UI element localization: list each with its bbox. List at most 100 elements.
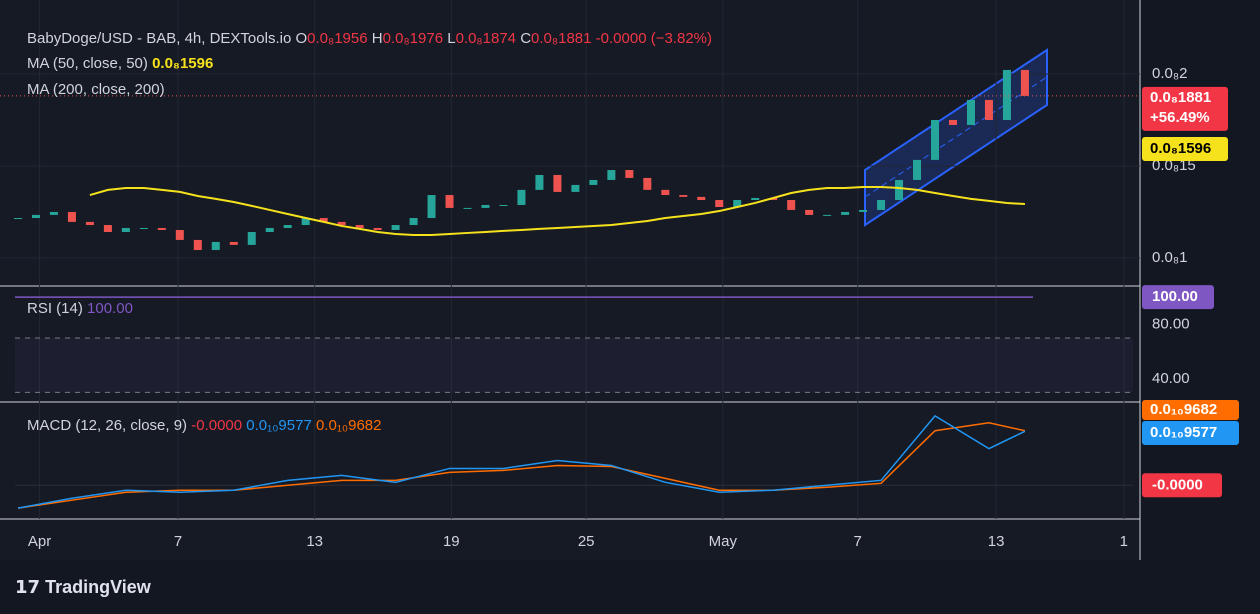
plot-background	[0, 0, 1140, 560]
candle	[517, 189, 526, 205]
rsi-tick-label: 40.00	[1152, 370, 1190, 387]
candle	[391, 225, 400, 230]
legend-signal: 0.0₁₀9682	[316, 417, 382, 434]
candle	[553, 174, 562, 192]
rsi-badge	[1142, 285, 1214, 310]
ohlc-label: H	[372, 30, 383, 47]
channel-mid	[864, 76, 1048, 198]
x-tick-label: 25	[578, 533, 595, 550]
ohlc-label: O	[295, 30, 307, 47]
candle	[589, 179, 598, 185]
candle	[247, 232, 256, 245]
candle	[643, 177, 652, 190]
candle	[787, 200, 796, 210]
hist-badge	[1142, 473, 1222, 498]
ma-badge	[1142, 137, 1228, 161]
candle	[337, 221, 346, 226]
macd-line	[17, 414, 1026, 509]
candle	[823, 214, 832, 216]
candle	[607, 170, 616, 180]
candle	[966, 99, 975, 125]
legend-ma200: MA (200, close, 200)	[27, 81, 165, 98]
x-tick-label: 1	[1120, 533, 1128, 550]
legend-value: 0.0₈1596	[152, 55, 213, 72]
price-badge-change: +56.49%	[1150, 109, 1210, 126]
rsi-band	[15, 337, 1133, 393]
x-tick-label: 19	[443, 533, 460, 550]
candle	[751, 197, 760, 201]
candle	[31, 214, 40, 219]
candle	[895, 179, 904, 201]
candle	[319, 218, 328, 222]
candle	[877, 200, 886, 210]
hist-badge-value: -0.0000	[1152, 476, 1203, 493]
rsi-tick-label: 80.00	[1152, 315, 1190, 332]
signal-badge	[1142, 400, 1239, 420]
candle	[913, 159, 922, 180]
candle	[229, 241, 238, 245]
brand-name: TradingView	[45, 577, 152, 597]
candle	[355, 225, 364, 228]
candle	[625, 170, 634, 178]
candle	[121, 227, 130, 233]
brand-logo: 𝟭𝟳 TradingView	[15, 577, 152, 597]
y-tick-label: 0.0₈2	[1152, 65, 1187, 82]
candle	[193, 239, 202, 251]
ohlc-value: 0.0₈1874	[456, 30, 516, 47]
candle	[211, 241, 220, 251]
legend-hist: -0.0000	[191, 417, 242, 434]
rsi-legend: RSI (14) 100.00	[27, 300, 133, 317]
symbol-title: BabyDoge/USD - BAB, 4h, DEXTools.io	[27, 30, 291, 47]
ohlc-label: L	[447, 30, 455, 47]
candle	[481, 204, 490, 208]
legend-name: RSI (14)	[27, 300, 83, 317]
candle	[67, 211, 76, 222]
rsi-badge-value: 100.00	[1152, 288, 1198, 305]
candle	[445, 195, 454, 208]
candle	[265, 227, 274, 233]
candle	[535, 174, 544, 190]
x-tick-label: 13	[988, 533, 1005, 550]
candle	[409, 218, 418, 226]
y-tick-label: 0.0₈15	[1152, 157, 1196, 174]
candle	[175, 229, 184, 240]
candle	[85, 221, 94, 226]
candle	[984, 99, 993, 120]
ma-line	[89, 185, 1025, 236]
candle	[427, 195, 436, 219]
legend-name: MA (50, close, 50)	[27, 55, 148, 72]
legend-macd: 0.0₁₀9577	[246, 417, 312, 434]
candle	[679, 195, 688, 197]
macd-badge-value: 0.0₁₀9577	[1150, 424, 1217, 441]
candle	[373, 227, 382, 230]
candle	[13, 218, 22, 220]
candle	[859, 209, 868, 212]
x-tick-label: Apr	[28, 533, 51, 550]
candle	[841, 211, 850, 215]
ohlc-label: C	[520, 30, 531, 47]
ma-badge-value: 0.0₈1596	[1150, 140, 1211, 157]
legend-ma50: MA (50, close, 50) 0.0₈1596	[27, 55, 213, 72]
y-tick-label: 0.0₈1	[1152, 249, 1187, 266]
candle	[571, 184, 580, 192]
candle	[301, 218, 310, 226]
candle	[805, 209, 814, 215]
candle	[1020, 69, 1029, 96]
candle	[157, 227, 166, 230]
candle	[931, 119, 940, 160]
candle	[49, 211, 58, 215]
macd-badge	[1142, 421, 1239, 445]
legend-name: MACD (12, 26, close, 9)	[27, 417, 187, 434]
change: -0.0000 (−3.82%)	[596, 30, 712, 47]
ohlc-value: 0.0₈1881	[531, 30, 591, 47]
x-tick-label: 13	[306, 533, 323, 550]
x-tick-label: May	[709, 533, 738, 550]
candle	[283, 225, 292, 228]
candle	[103, 225, 112, 233]
price-badge-value: 0.0₈1881	[1150, 89, 1211, 106]
candle	[948, 119, 957, 125]
candle	[715, 200, 724, 207]
macd-legend: MACD (12, 26, close, 9) -0.0000 0.0₁₀957…	[27, 417, 381, 434]
ohlc-value: 0.0₈1976	[383, 30, 443, 47]
candle	[1002, 69, 1011, 120]
